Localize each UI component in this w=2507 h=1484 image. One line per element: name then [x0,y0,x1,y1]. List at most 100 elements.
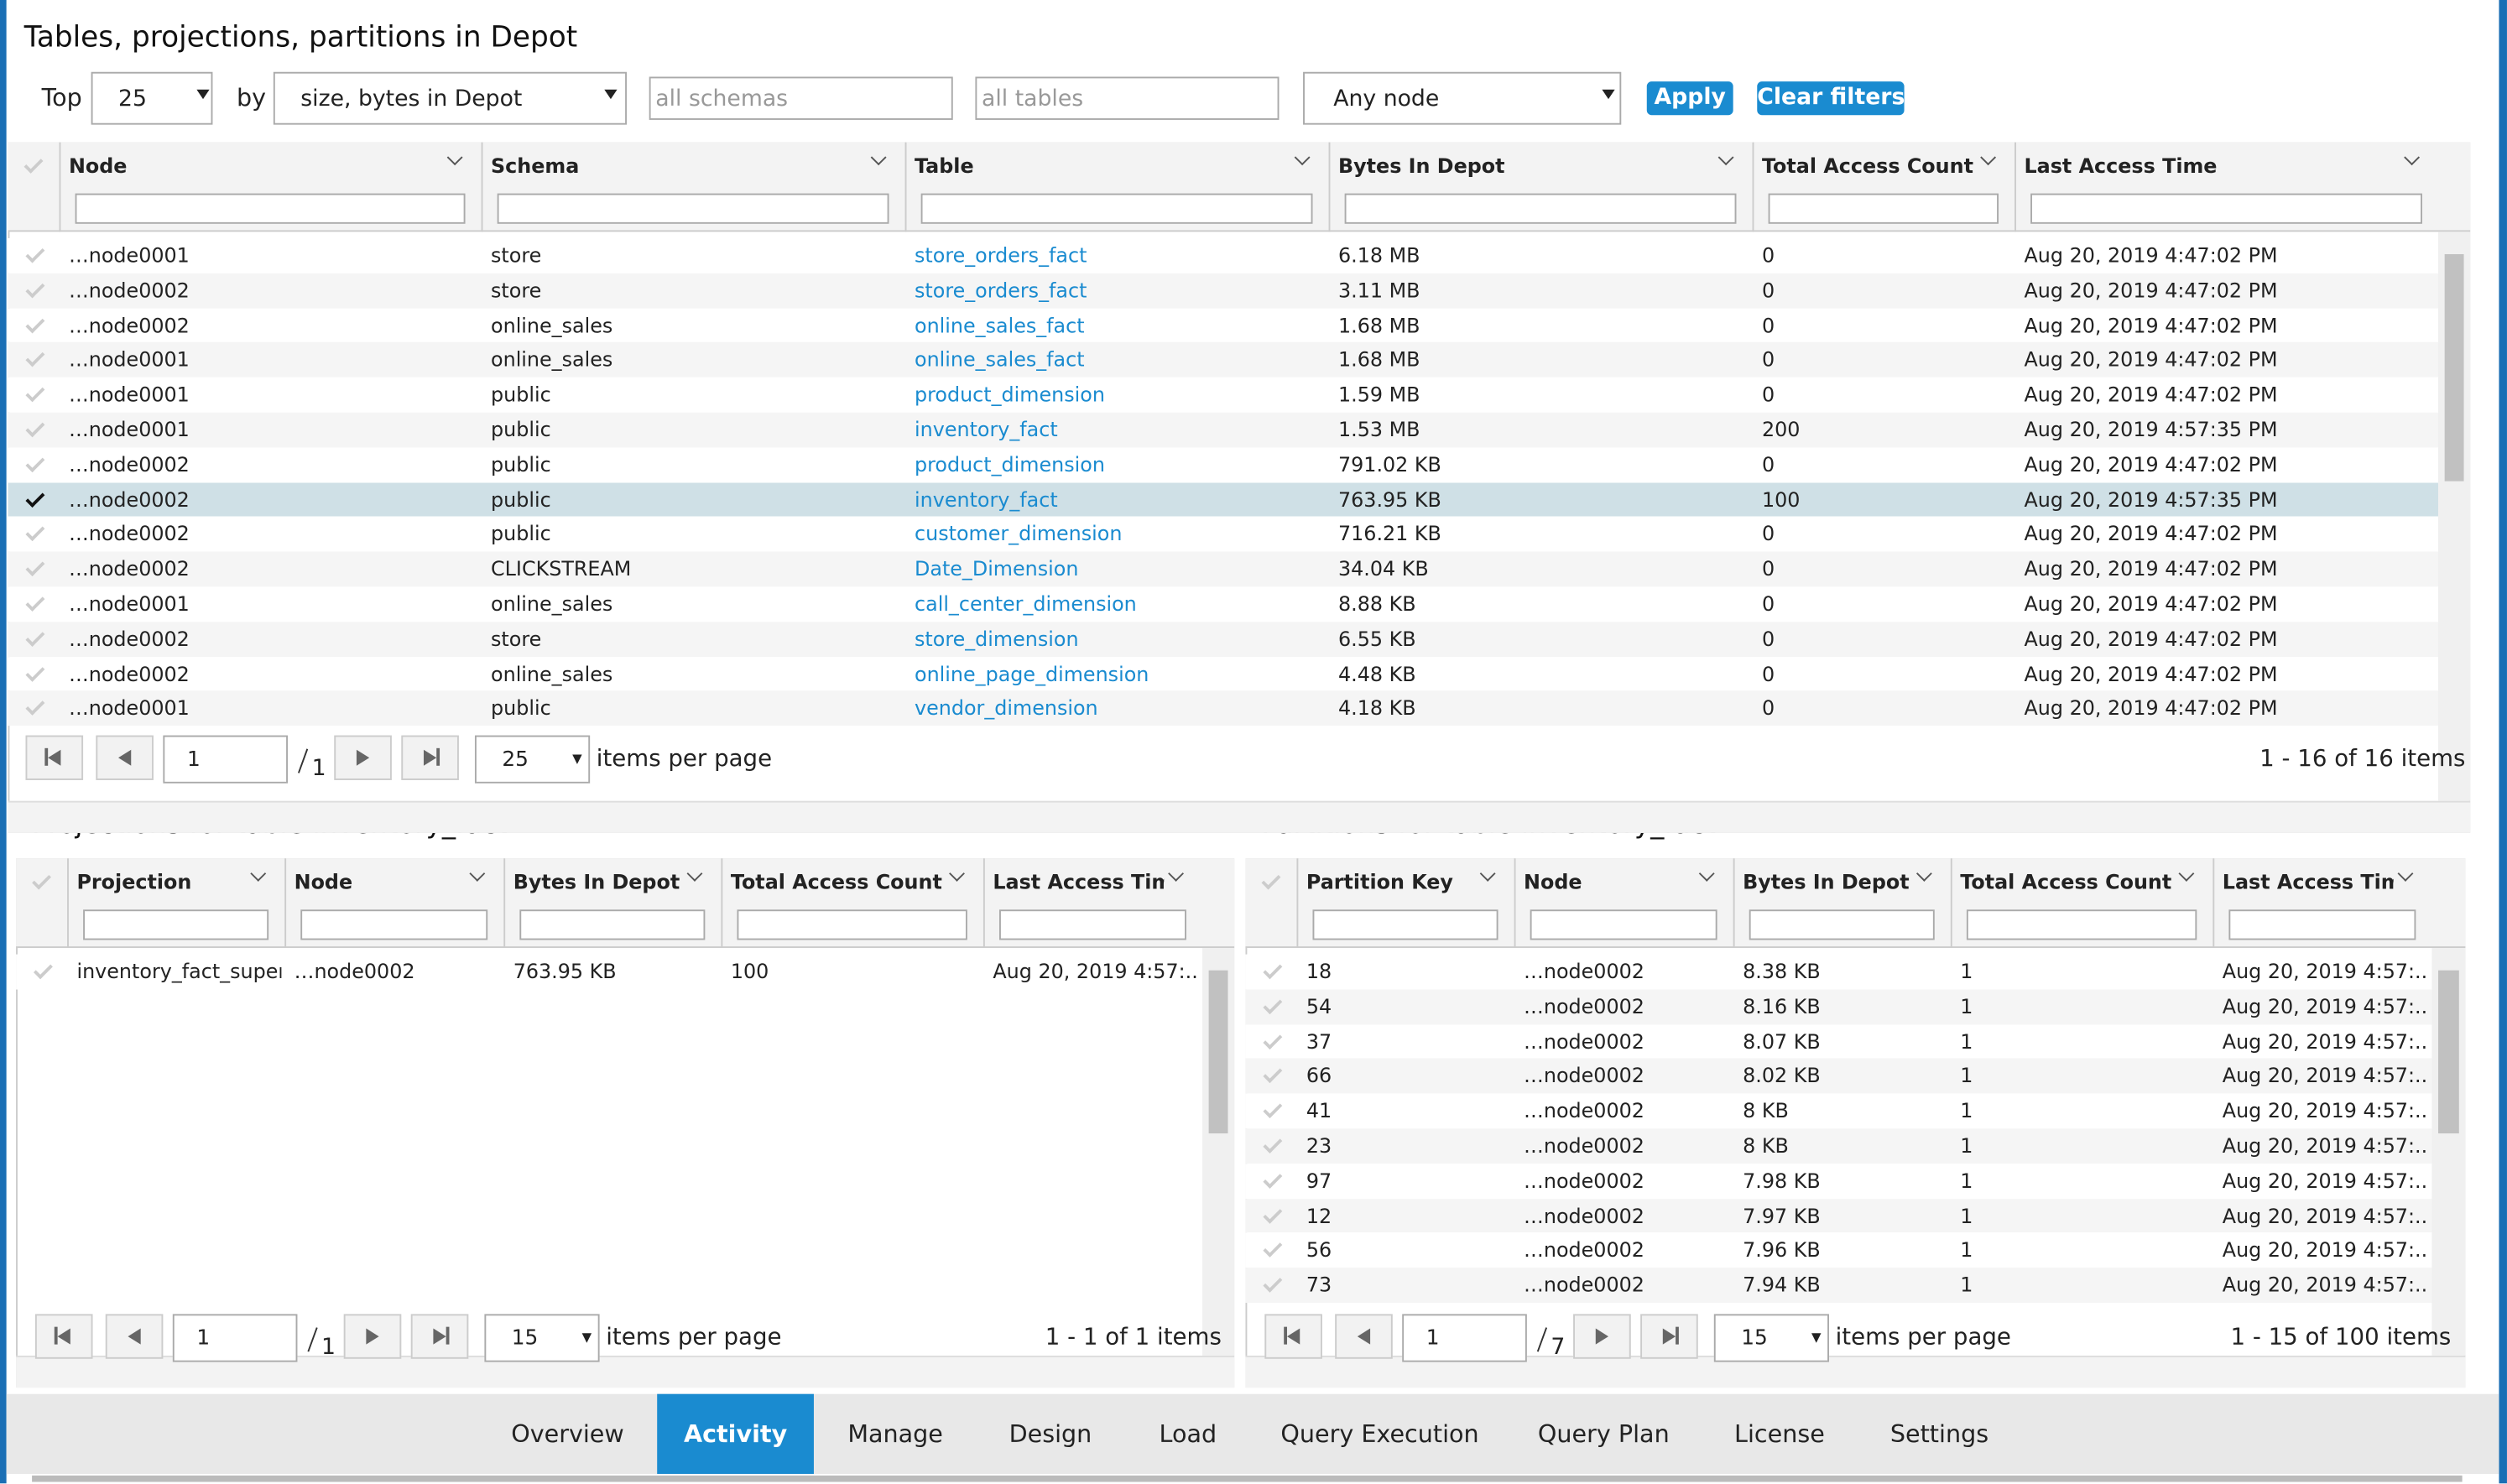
tab[interactable]: Manage [847,1419,943,1449]
table-row[interactable] [1245,1163,2432,1199]
column-filter[interactable] [1966,909,2197,940]
table-row[interactable] [8,586,2439,622]
table-row[interactable] [16,954,1203,990]
column-header[interactable]: Projection [76,869,192,894]
table-row[interactable] [1245,1059,2432,1094]
table-row[interactable] [8,656,2439,691]
table-row[interactable] [8,690,2439,726]
table-link[interactable]: product_dimension [915,451,1105,476]
prev-page-button[interactable] [1335,1314,1393,1359]
column-header[interactable]: Table [915,153,974,178]
table-row[interactable] [1245,1023,2432,1060]
table-row[interactable] [1245,1128,2432,1164]
table-link[interactable]: store_orders_fact [915,278,1087,302]
apply-button[interactable]: Apply [1646,81,1733,116]
column-filter[interactable] [497,193,889,224]
column-header[interactable]: Last Access Time [2024,153,2218,178]
first-page-button[interactable] [34,1314,93,1359]
table-cell: online_sales [491,591,613,616]
table-row[interactable] [8,412,2439,448]
column-header[interactable]: Node [68,153,128,178]
page-input[interactable]: 1 [163,735,289,784]
column-header[interactable]: Total Access Count [1761,153,1973,178]
table-link[interactable]: online_sales_fact [915,347,1085,372]
table-link[interactable]: online_page_dimension [915,661,1149,685]
column-filter[interactable] [1749,909,1935,940]
column-filter[interactable] [1530,909,1717,940]
tab[interactable]: Overview [511,1419,624,1449]
table-row[interactable] [8,237,2439,273]
column-header[interactable]: Partition Key [1306,869,1453,894]
table-row[interactable] [1245,1093,2432,1129]
table-cell: 1 [1960,1168,1973,1193]
column-header[interactable]: Bytes In Depot [1337,153,1505,178]
schema-filter[interactable]: all schemas [649,76,953,120]
column-header[interactable]: Schema [491,153,580,178]
column-filter[interactable] [1768,193,1999,224]
column-header[interactable]: Total Access Count [1960,869,2172,894]
column-filter[interactable] [1344,193,1737,224]
column-header[interactable]: Bytes In Depot [513,869,680,894]
tab[interactable]: Load [1159,1419,1217,1449]
per-page-select[interactable]: 15 [1713,1314,1830,1362]
table-row[interactable] [8,273,2439,309]
column-filter[interactable] [83,909,269,940]
table-cell: 34.04 KB [1337,556,1429,581]
column-filter[interactable] [999,909,1186,940]
column-filter[interactable] [2030,193,2422,224]
column-filter[interactable] [300,909,488,940]
table-row[interactable] [1245,1268,2432,1304]
table-link[interactable]: inventory_fact [915,487,1058,512]
column-filter[interactable] [1312,909,1498,940]
column-filter[interactable] [920,193,1313,224]
table-row[interactable] [8,517,2439,552]
table-link[interactable]: call_center_dimension [915,591,1137,616]
tab[interactable]: License [1734,1419,1825,1449]
table-row[interactable] [8,308,2439,343]
tab[interactable]: Query Execution [1280,1419,1479,1449]
per-page-select[interactable]: 15 [484,1314,600,1362]
column-filter[interactable] [519,909,706,940]
table-row[interactable] [8,621,2439,657]
column-header[interactable]: Last Access Time [993,869,1164,894]
column-header[interactable]: Node [294,869,353,894]
node-select[interactable]: Any node [1303,71,1622,125]
column-header[interactable]: Last Access Time [2222,869,2394,894]
table-link[interactable]: store_orders_fact [915,242,1087,268]
table-cell: Aug 20, 2019 4:57:... [2222,1168,2429,1193]
page-input[interactable]: 1 [1402,1314,1527,1362]
clear-filters-button[interactable]: Clear filters [1757,81,1905,116]
table-row[interactable] [8,342,2439,378]
top-select[interactable]: 25 [91,71,213,125]
table-link[interactable]: customer_dimension [915,521,1123,546]
tab[interactable]: Design [1009,1419,1092,1449]
table-link[interactable]: vendor_dimension [915,695,1098,721]
table-row[interactable] [8,378,2439,413]
page-input[interactable]: 1 [172,1314,298,1362]
table-row[interactable] [8,551,2439,587]
tab[interactable]: Settings [1889,1419,1989,1449]
column-header[interactable]: Total Access Count [730,869,942,894]
table-row[interactable] [1245,989,2432,1024]
table-cell: 6.18 MB [1337,242,1420,268]
table-link[interactable]: online_sales_fact [915,312,1085,337]
table-row[interactable] [1245,1232,2432,1268]
table-row[interactable] [8,447,2439,482]
table-link[interactable]: store_dimension [915,626,1079,651]
table-link[interactable]: Date_Dimension [915,556,1079,581]
column-header[interactable]: Node [1524,869,1582,894]
table-link[interactable]: inventory_fact [915,417,1058,441]
column-filter[interactable] [75,193,466,224]
by-select[interactable]: size, bytes in Depot [273,71,627,125]
table-row[interactable] [1245,954,2432,990]
column-filter[interactable] [737,909,967,940]
column-filter[interactable] [2228,909,2416,940]
table-row[interactable] [1245,1198,2432,1233]
table-filter[interactable]: all tables [975,76,1280,120]
tab[interactable]: Query Plan [1537,1419,1670,1449]
table-row[interactable] [8,482,2439,518]
per-page-select[interactable]: 25 [474,735,591,784]
column-header[interactable]: Bytes In Depot [1743,869,1910,894]
table-link[interactable]: product_dimension [915,382,1105,407]
active-tab[interactable]: Activity [657,1393,814,1474]
